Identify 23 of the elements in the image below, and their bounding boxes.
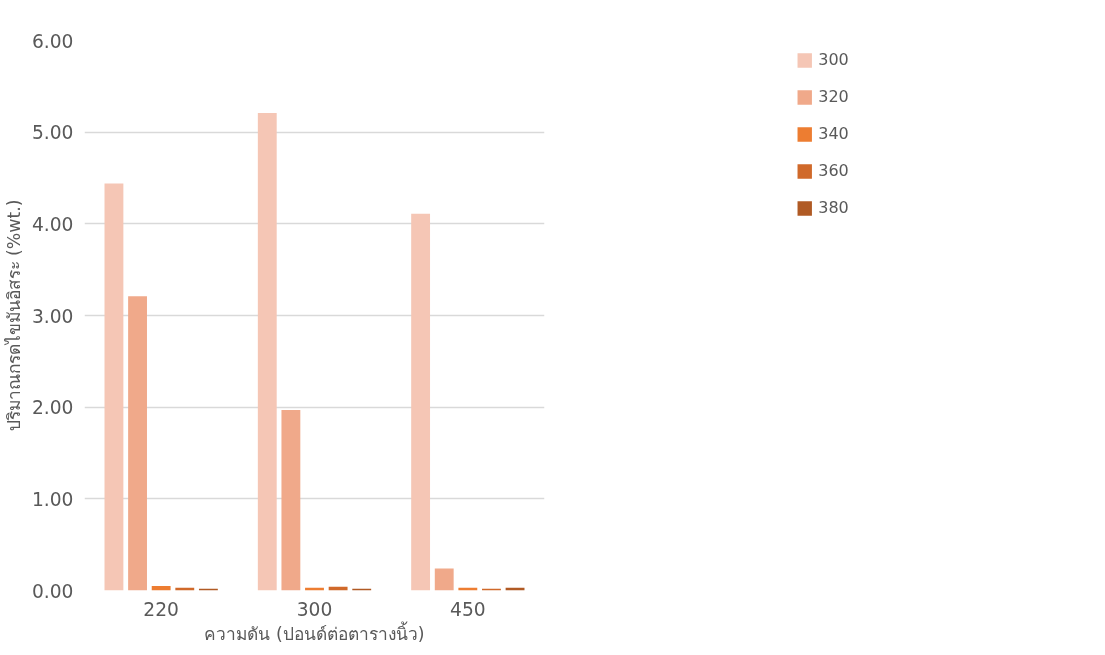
x-axis-title: ความดัน (ปอนด์ต่อตารางนิ้ว)	[204, 620, 425, 644]
bar	[104, 183, 124, 591]
x-tick-label: 450	[450, 598, 486, 620]
legend-label: 340	[818, 124, 849, 143]
y-tick-label: 4.00	[31, 213, 74, 235]
y-tick-label: 3.00	[31, 305, 74, 327]
bar	[257, 112, 277, 591]
x-tick-label: 300	[296, 598, 333, 620]
y-tick-label: 5.00	[31, 122, 74, 144]
y-tick-label: 0.00	[31, 580, 74, 602]
y-tick-label: 6.00	[31, 30, 74, 52]
y-tick-label: 2.00	[31, 397, 74, 419]
legend-label: 360	[818, 161, 849, 180]
x-tick-label: 220	[143, 598, 179, 620]
legend-label: 300	[818, 50, 849, 69]
legend-label: 320	[818, 87, 849, 106]
bar	[128, 296, 147, 591]
bar	[411, 213, 431, 591]
y-tick-label: 1.00	[31, 488, 74, 510]
bar	[434, 568, 454, 591]
y-axis-title: ปริมาณกรดไขมันอิสระ (%wt.)	[3, 199, 24, 432]
bar	[281, 409, 301, 591]
legend-label: 380	[818, 198, 849, 217]
